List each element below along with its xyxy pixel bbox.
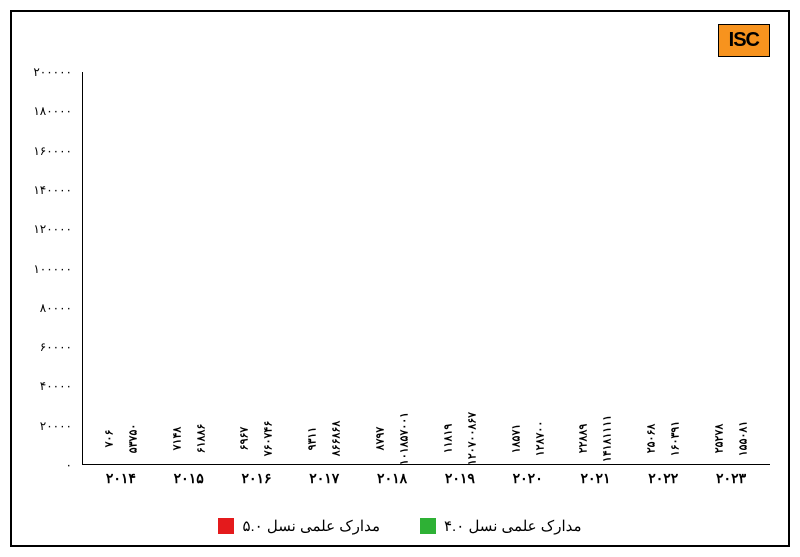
bar-value-label: ۶۹۶۷: [238, 427, 251, 451]
y-axis: ۰۲۰۰۰۰۴۰۰۰۰۶۰۰۰۰۸۰۰۰۰۱۰۰۰۰۰۱۲۰۰۰۰۱۴۰۰۰۰۱…: [12, 72, 77, 465]
x-tick-label: ۲۰۱۵: [155, 470, 223, 495]
y-tick-label: ۱۰۰۰۰۰: [33, 262, 72, 276]
legend-swatch: [218, 518, 234, 534]
bar-value-label: ۵۳۷۵۰: [126, 424, 139, 454]
bar-value-label: ۱۰۱۸۵۷۰۰۱: [398, 412, 411, 465]
x-tick-label: ۲۰۱۴: [87, 470, 155, 495]
x-tick-label: ۲۰۱۶: [223, 470, 291, 495]
bar-value-label: ۱۶۰۳۹۱: [669, 421, 682, 456]
bar-value-label: ۷۶۰۷۴۶: [262, 421, 275, 456]
x-tick-label: ۲۰۲۲: [629, 470, 697, 495]
y-axis-line: [82, 72, 83, 465]
x-axis-line: [82, 464, 770, 465]
bars-region: ۷۰۶ ۵۳۷۵۰ ۷۱۴۸ ۶۱۸۸۶ ۶۹۶۷ ۷۶۰۷۴۶ ۹۳۱۱ ۸۶۶۸۶۸ ۸۷۹…: [82, 72, 770, 465]
y-tick-label: ۶۰۰۰۰: [40, 340, 72, 354]
legend-item: مدارک علمی نسل ۴.۰: [420, 517, 582, 535]
x-tick-label: ۲۰۱۷: [290, 470, 358, 495]
bar-value-label: ۸۷۹۷: [374, 427, 387, 451]
logo-badge: ISC: [718, 24, 770, 57]
bar-value-label: ۲۲۸۸۹: [577, 424, 590, 454]
bar-value-label: ۲۵۲۷۸: [713, 424, 726, 454]
legend: مدارک علمی نسل ۵.۰ مدارک علمی نسل ۴.۰: [12, 517, 788, 535]
y-tick-label: ۱۶۰۰۰۰: [33, 144, 72, 158]
x-tick-label: ۲۰۲۰: [494, 470, 562, 495]
y-tick-label: ۱۸۰۰۰۰: [33, 104, 72, 118]
legend-label: مدارک علمی نسل ۵.۰: [242, 517, 380, 535]
y-tick-label: ۱۲۰۰۰۰: [33, 222, 72, 236]
y-tick-label: ۰: [66, 458, 72, 472]
bar-value-label: ۱۲۰۷۰۰۸۶۷: [465, 412, 478, 465]
chart-container: ISC ۰ ۲۰۰۰۰ ۴۰۰۰۰ ۶۰۰۰۰ ۸۰۰۰۰ ۱۰۰۰۰۰ ۱۲۰۰۰۰ ۱۴۰…: [10, 10, 790, 547]
y-tick-label: ۴۰۰۰۰: [40, 379, 72, 393]
y-tick-label: ۸۰۰۰۰: [40, 301, 72, 315]
bar-value-label: ۶۱۸۸۶: [194, 424, 207, 454]
y-tick-label: ۲۰۰۰۰: [40, 419, 72, 433]
legend-swatch: [420, 518, 436, 534]
bar-value-label: ۱۵۵۰۸۱: [737, 421, 750, 456]
x-tick-label: ۲۰۱۹: [426, 470, 494, 495]
x-axis: ۲۰۱۴۲۰۱۵۲۰۱۶۲۰۱۷۲۰۱۸۲۰۱۹۲۰۲۰۲۰۲۱۲۰۲۲۲۰۲۳: [82, 470, 770, 495]
x-tick-label: ۲۰۲۱: [562, 470, 630, 495]
bar-value-label: ۷۰۶: [102, 430, 115, 448]
bar-value-label: ۹۳۱۱: [306, 427, 319, 451]
bar-value-label: ۲۵۰۶۸: [645, 424, 658, 454]
bar-value-label: ۸۶۶۸۶۸: [330, 421, 343, 456]
legend-item: مدارک علمی نسل ۵.۰: [218, 517, 380, 535]
bar-value-label: ۱۲۸۷۰۰: [533, 421, 546, 456]
y-tick-label: ۱۴۰۰۰۰: [33, 183, 72, 197]
bar-value-label: ۱۸۵۷۱: [509, 424, 522, 454]
x-tick-label: ۲۰۱۸: [358, 470, 426, 495]
y-tick-label: ۲۰۰۰۰۰: [33, 65, 72, 79]
bar-value-label: ۱۱۸۱۹: [441, 424, 454, 454]
x-tick-label: ۲۰۲۳: [697, 470, 765, 495]
bar-value-label: ۷۱۴۸: [170, 427, 183, 451]
legend-label: مدارک علمی نسل ۴.۰: [444, 517, 582, 535]
bar-value-label: ۱۴۱۸۱۱۱۱: [601, 415, 614, 462]
plot-area: ۷۰۶ ۵۳۷۵۰ ۷۱۴۸ ۶۱۸۸۶ ۶۹۶۷ ۷۶۰۷۴۶ ۹۳۱۱ ۸۶۶۸۶۸ ۸۷۹…: [82, 72, 770, 465]
